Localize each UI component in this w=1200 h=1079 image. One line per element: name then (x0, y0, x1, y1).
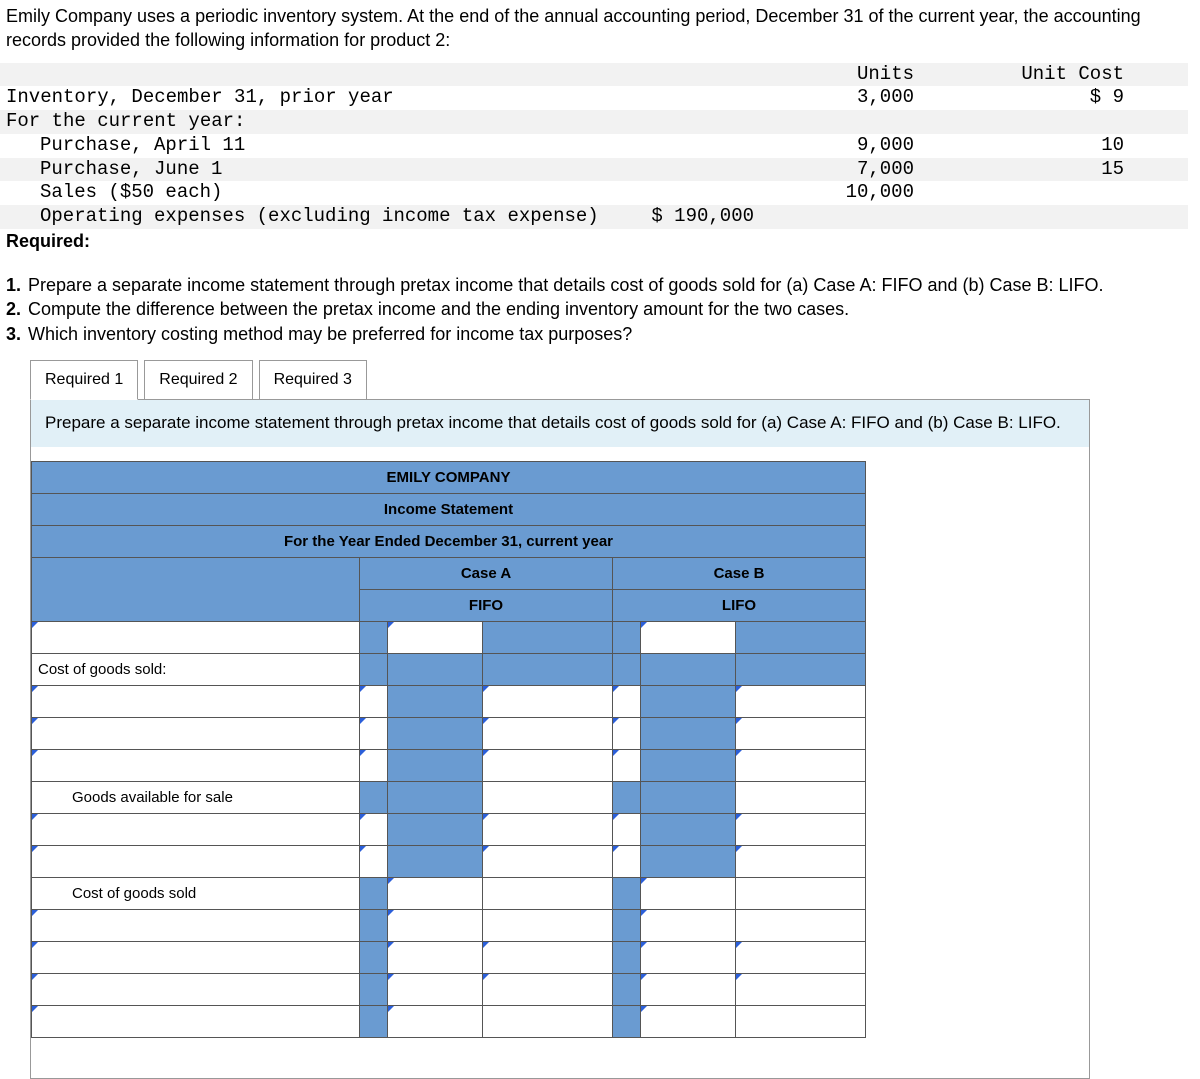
input-cell[interactable] (736, 973, 866, 1005)
input-cell[interactable] (483, 941, 613, 973)
cost-beginning: $ 9 (920, 86, 1130, 110)
input-cell[interactable] (641, 621, 736, 653)
input-row-label[interactable] (32, 909, 360, 941)
units-sales: 10,000 (760, 181, 920, 205)
sheet-title-statement: Income Statement (32, 493, 866, 525)
input-cell[interactable] (613, 685, 641, 717)
row-opex: Operating expenses (excluding income tax… (0, 205, 640, 229)
tab-required-2[interactable]: Required 2 (144, 360, 252, 400)
input-cell[interactable] (641, 909, 736, 941)
input-cell[interactable] (360, 749, 388, 781)
units-beginning: 3,000 (760, 86, 920, 110)
tab-panel-required-1: Prepare a separate income statement thro… (30, 399, 1090, 1079)
units-apr11: 9,000 (760, 134, 920, 158)
sheet-title-company: EMILY COMPANY (32, 461, 866, 493)
row-goods-available: Goods available for sale (32, 781, 360, 813)
input-cell[interactable] (613, 813, 641, 845)
input-row-label[interactable] (32, 621, 360, 653)
input-cell[interactable] (736, 813, 866, 845)
row-cogs-total: Cost of goods sold (32, 877, 360, 909)
input-cell[interactable] (736, 1005, 866, 1037)
tab-required-3[interactable]: Required 3 (259, 360, 367, 400)
input-cell[interactable] (388, 1005, 483, 1037)
income-statement-table: EMILY COMPANY Income Statement For the Y… (31, 461, 866, 1038)
cost-apr11: 10 (920, 134, 1130, 158)
col-header-unit-cost: Unit Cost (920, 63, 1130, 87)
input-cell[interactable] (641, 973, 736, 1005)
input-cell[interactable] (388, 941, 483, 973)
row-current-year: For the current year: (0, 110, 640, 134)
input-cell[interactable] (641, 1005, 736, 1037)
input-cell[interactable] (388, 877, 483, 909)
tab-bar: Required 1 Required 2 Required 3 (30, 360, 1200, 400)
tab-required-1[interactable]: Required 1 (30, 360, 138, 400)
col-fifo: FIFO (360, 589, 613, 621)
input-cell[interactable] (388, 973, 483, 1005)
required-label: Required: (0, 229, 1200, 259)
input-cell[interactable] (483, 845, 613, 877)
input-cell[interactable] (483, 813, 613, 845)
input-cell[interactable] (736, 717, 866, 749)
input-cell[interactable] (736, 781, 866, 813)
input-cell[interactable] (483, 717, 613, 749)
requirement-1: Prepare a separate income statement thro… (28, 273, 1104, 297)
problem-intro: Emily Company uses a periodic inventory … (0, 0, 1200, 59)
input-row-label[interactable] (32, 1005, 360, 1037)
input-cell[interactable] (613, 845, 641, 877)
col-case-b: Case B (613, 557, 866, 589)
opex-amount: $ 190,000 (640, 205, 760, 229)
input-cell[interactable] (483, 685, 613, 717)
requirement-3: Which inventory costing method may be pr… (28, 322, 632, 346)
sheet-title-period: For the Year Ended December 31, current … (32, 525, 866, 557)
input-cell[interactable] (641, 877, 736, 909)
input-cell[interactable] (736, 877, 866, 909)
col-header-units: Units (760, 63, 920, 87)
requirement-2: Compute the difference between the preta… (28, 297, 849, 321)
input-row-label[interactable] (32, 973, 360, 1005)
row-purchase-jun1: Purchase, June 1 (0, 158, 640, 182)
col-lifo: LIFO (613, 589, 866, 621)
input-cell[interactable] (360, 845, 388, 877)
input-cell[interactable] (736, 909, 866, 941)
input-row-label[interactable] (32, 717, 360, 749)
input-row-label[interactable] (32, 845, 360, 877)
input-row-label[interactable] (32, 685, 360, 717)
input-cell[interactable] (483, 781, 613, 813)
requirements-list: 1.Prepare a separate income statement th… (0, 273, 1200, 346)
row-purchase-apr11: Purchase, April 11 (0, 134, 640, 158)
input-cell[interactable] (388, 909, 483, 941)
cost-jun1: 15 (920, 158, 1130, 182)
row-sales: Sales ($50 each) (0, 181, 640, 205)
row-beginning-inventory: Inventory, December 31, prior year (0, 86, 640, 110)
input-cell[interactable] (736, 749, 866, 781)
input-row-label[interactable] (32, 749, 360, 781)
input-cell[interactable] (483, 749, 613, 781)
input-cell[interactable] (483, 1005, 613, 1037)
input-cell[interactable] (483, 877, 613, 909)
inventory-data-table: Units Unit Cost Inventory, December 31, … (0, 63, 1188, 229)
input-cell[interactable] (613, 717, 641, 749)
input-cell[interactable] (736, 685, 866, 717)
input-row-label[interactable] (32, 813, 360, 845)
input-cell[interactable] (360, 813, 388, 845)
input-cell[interactable] (736, 845, 866, 877)
input-cell[interactable] (388, 621, 483, 653)
input-cell[interactable] (641, 941, 736, 973)
panel-instruction: Prepare a separate income statement thro… (31, 400, 1089, 447)
input-cell[interactable] (736, 941, 866, 973)
input-cell[interactable] (483, 973, 613, 1005)
col-case-a: Case A (360, 557, 613, 589)
input-cell[interactable] (360, 685, 388, 717)
input-cell[interactable] (483, 909, 613, 941)
input-cell[interactable] (360, 717, 388, 749)
input-cell[interactable] (613, 749, 641, 781)
units-jun1: 7,000 (760, 158, 920, 182)
row-cogs-header: Cost of goods sold: (32, 653, 360, 685)
input-row-label[interactable] (32, 941, 360, 973)
